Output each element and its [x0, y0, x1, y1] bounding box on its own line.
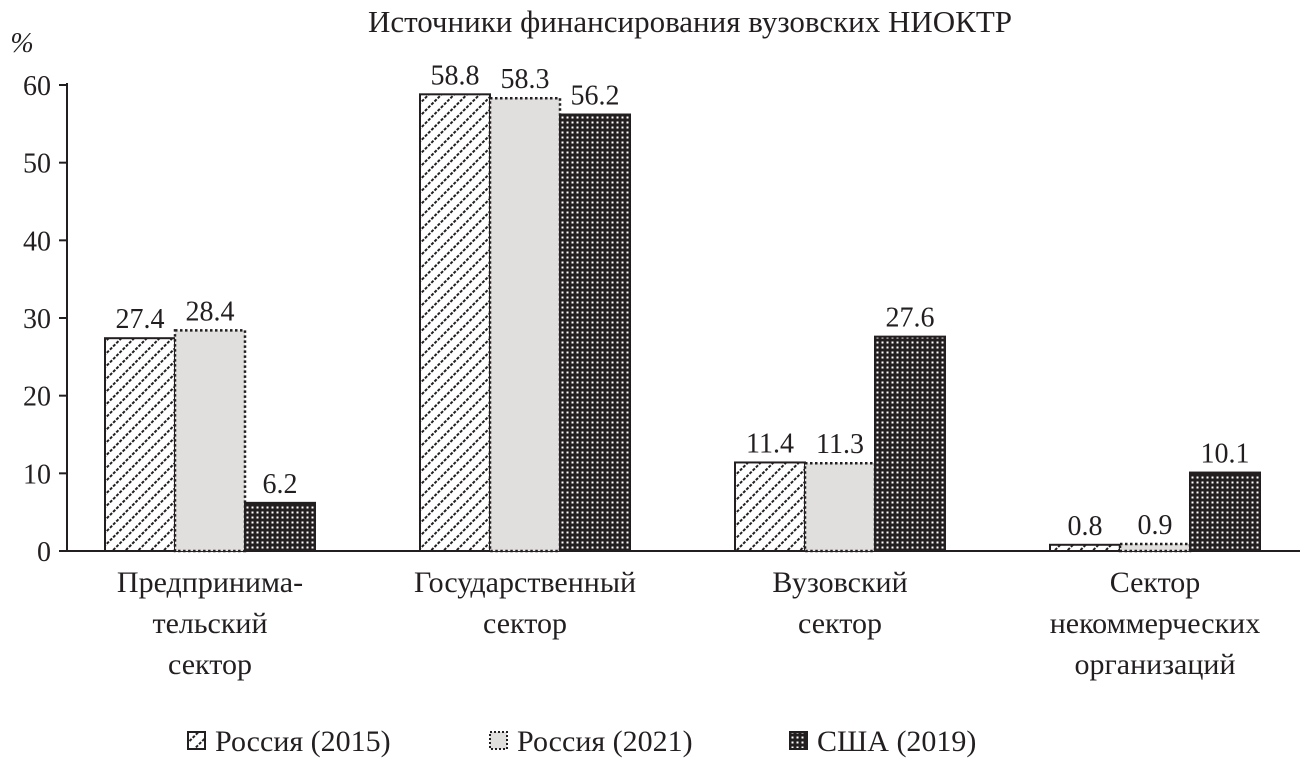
y-tick-label: 20	[23, 382, 51, 413]
data-label: 58.3	[501, 64, 550, 95]
bar	[874, 335, 946, 553]
data-label: 28.4	[186, 296, 235, 327]
legend-swatch	[489, 731, 508, 750]
chart-title: Источники финансирования вузовских НИОКТ…	[368, 4, 1012, 39]
x-tick-label: организаций	[1074, 648, 1235, 681]
data-label: 27.4	[116, 304, 165, 335]
bar	[1049, 543, 1121, 553]
legend-item: США (2019)	[789, 725, 976, 758]
x-tick-label: тельский	[152, 607, 267, 640]
y-tick-label: 10	[23, 459, 51, 490]
data-label: 56.2	[571, 81, 620, 112]
data-label: 6.2	[263, 469, 298, 500]
bar	[1118, 542, 1192, 553]
legend-item: Россия (2015)	[187, 725, 391, 758]
y-tick-label: 40	[23, 226, 51, 257]
x-tick-label: Предпринима-	[117, 566, 303, 599]
x-tick-label: Государственный	[414, 566, 636, 599]
bar	[419, 93, 491, 552]
data-label: 11.4	[746, 428, 794, 459]
y-tick-label: 50	[23, 149, 51, 180]
legend-label: Россия (2021)	[517, 725, 693, 758]
bar	[173, 329, 247, 553]
bar	[488, 96, 562, 553]
x-tick-label: сектор	[798, 607, 882, 640]
legend-swatch	[789, 731, 808, 750]
data-label: 0.8	[1068, 511, 1103, 542]
legend-label: США (2019)	[817, 725, 976, 758]
y-tick-label: 60	[23, 71, 51, 102]
data-label: 27.6	[886, 303, 935, 334]
x-tick-label: сектор	[168, 648, 252, 681]
x-tick-label: Вузовский	[772, 566, 907, 599]
x-tick-label: Сектор	[1110, 566, 1201, 599]
data-label: 58.8	[431, 60, 480, 91]
legend-swatch	[187, 731, 206, 750]
x-tick-label: сектор	[483, 607, 567, 640]
bar	[244, 501, 316, 553]
y-tick-label: 0	[37, 537, 51, 568]
x-tick-label: некоммерческих	[1050, 607, 1260, 640]
bar	[559, 113, 631, 552]
bar	[734, 461, 806, 552]
data-label: 10.1	[1201, 439, 1250, 470]
y-tick-label: 30	[23, 304, 51, 335]
bar	[803, 461, 877, 553]
bar	[104, 337, 176, 552]
legend-label: Россия (2015)	[215, 725, 391, 758]
bar	[1189, 471, 1261, 553]
data-label: 0.9	[1138, 510, 1173, 541]
legend-item: Россия (2021)	[489, 725, 693, 758]
y-axis-label: %	[10, 28, 33, 59]
data-label: 11.3	[816, 429, 864, 460]
